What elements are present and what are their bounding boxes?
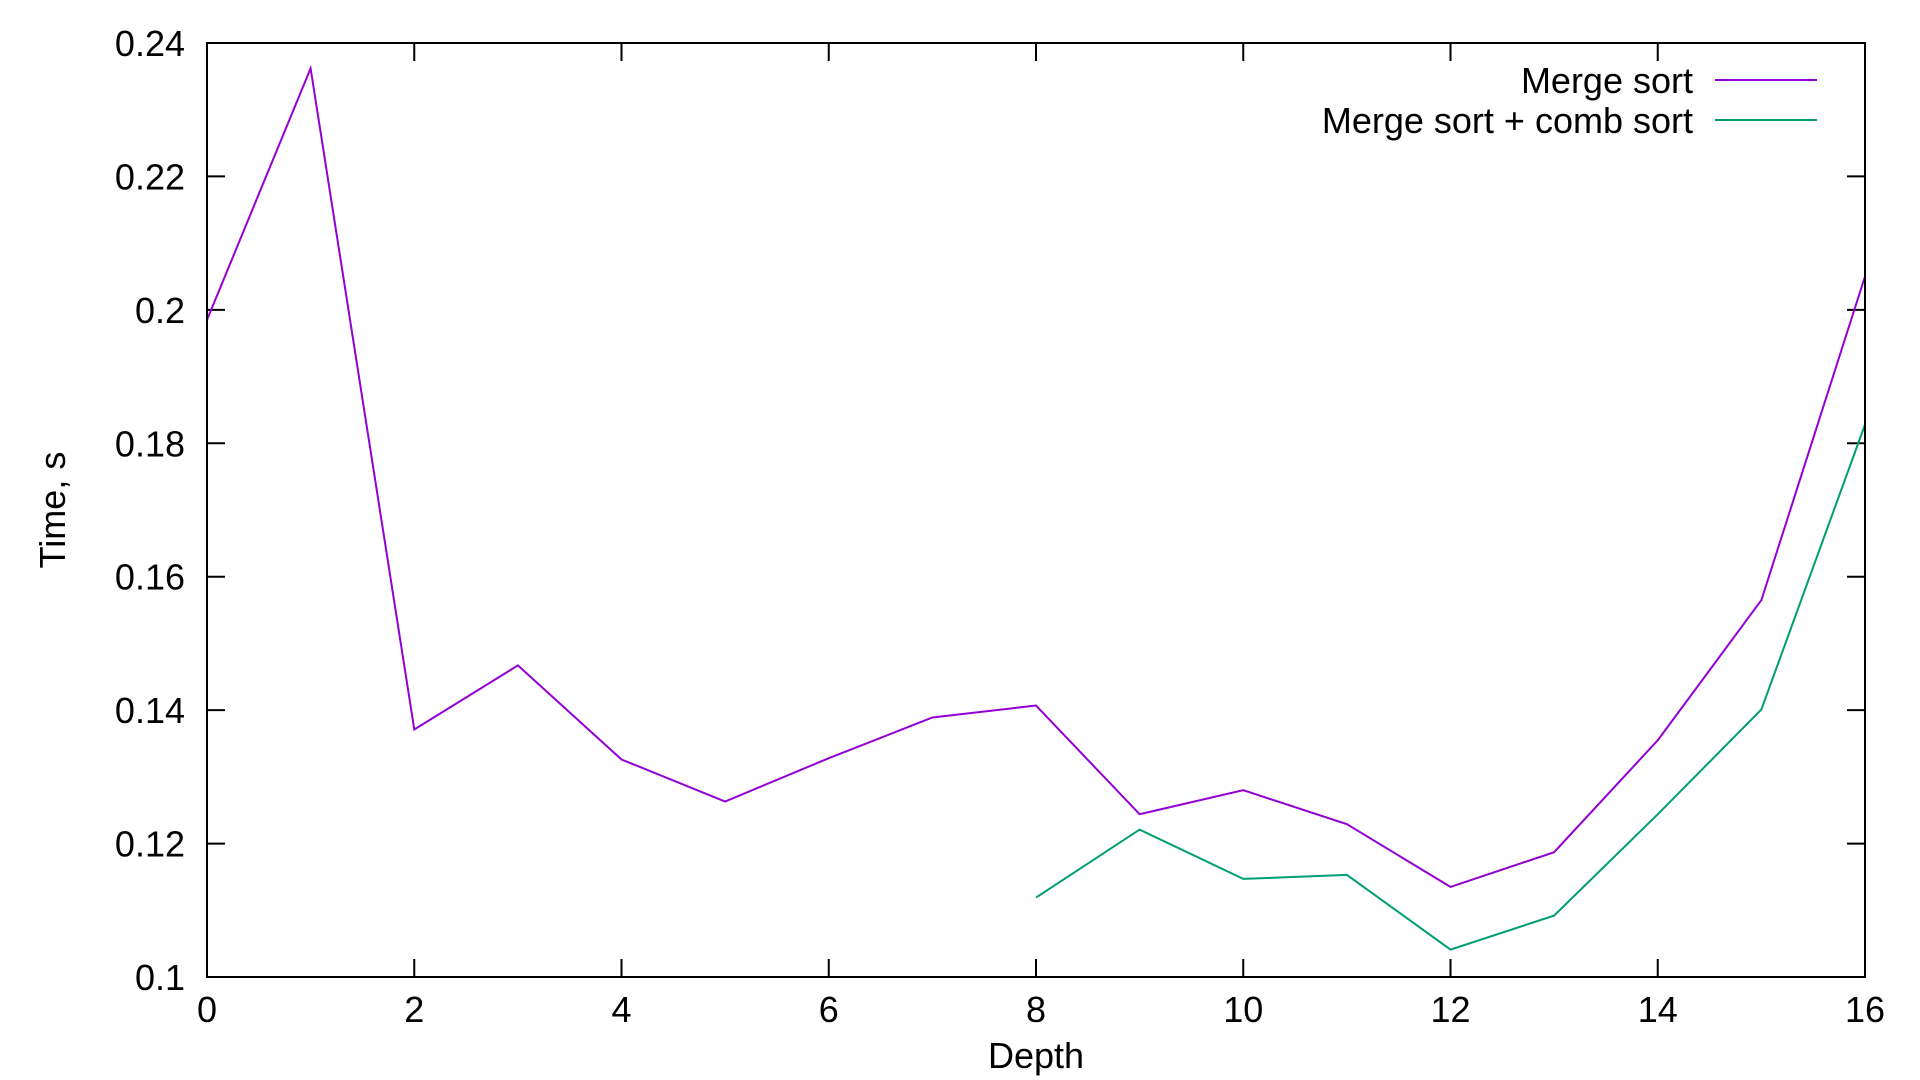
y-tick-label: 0.2	[135, 290, 185, 331]
x-axis-title: Depth	[988, 1035, 1084, 1076]
x-tick-label: 4	[611, 989, 631, 1030]
series-layer	[206, 64, 1866, 951]
series-line-merge-sort	[206, 64, 1866, 888]
y-tick-label: 0.12	[115, 824, 185, 865]
x-tick-label: 10	[1223, 989, 1263, 1030]
legend-label: Merge sort + comb sort	[1322, 100, 1693, 141]
x-tick-label: 8	[1026, 989, 1046, 1030]
plot-frame	[206, 42, 1866, 978]
legend-label: Merge sort	[1521, 60, 1693, 101]
x-tick-label: 14	[1638, 989, 1678, 1030]
y-tick-label: 0.14	[115, 690, 185, 731]
x-tick-label: 16	[1845, 989, 1885, 1030]
x-tick-label: 12	[1430, 989, 1470, 1030]
x-tick-label: 6	[819, 989, 839, 1030]
x-tick-label: 0	[197, 989, 217, 1030]
x-tick-label: 2	[404, 989, 424, 1030]
y-tick-label: 0.1	[135, 957, 185, 998]
y-tick-label: 0.18	[115, 423, 185, 464]
y-tick-label: 0.22	[115, 156, 185, 197]
ticks-layer: 0 2 4 6 8 10 12 14 16 0.1 0.12 0.14 0.16 0.18 0.2 0.22 0…	[115, 23, 1885, 1030]
y-axis-title: Time, s	[32, 452, 73, 569]
y-tick-label: 0.24	[115, 23, 185, 64]
series-line-merge-comb-sort	[1035, 424, 1866, 951]
y-tick-label: 0.16	[115, 557, 185, 598]
